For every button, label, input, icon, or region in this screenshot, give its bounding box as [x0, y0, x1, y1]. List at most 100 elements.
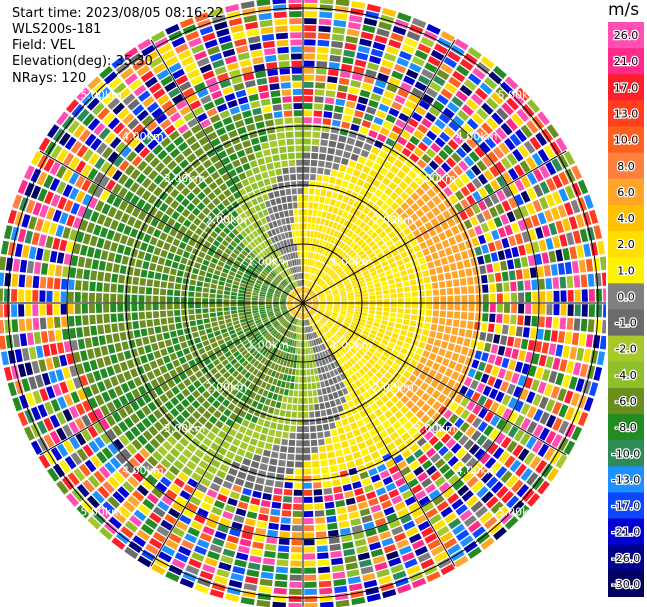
range-gate	[252, 312, 260, 316]
range-gate	[84, 258, 93, 269]
range-gate	[375, 487, 387, 496]
range-gate	[388, 321, 395, 327]
range-gate	[358, 368, 366, 376]
range-gate	[258, 300, 265, 303]
range-gate	[310, 293, 316, 298]
range-gate	[216, 568, 230, 578]
range-gate	[338, 285, 345, 290]
range-gate	[382, 177, 391, 186]
range-gate	[436, 500, 449, 512]
range-gate	[271, 501, 282, 509]
range-gate	[398, 264, 406, 271]
range-gate	[243, 327, 250, 333]
range-gate	[359, 377, 367, 385]
range-gate	[286, 315, 292, 320]
range-gate	[294, 299, 301, 303]
range-gate	[130, 400, 140, 412]
range-gate	[409, 181, 419, 191]
range-gate	[179, 514, 192, 525]
range-gate	[367, 62, 380, 71]
range-gate	[332, 222, 338, 229]
range-gate	[146, 319, 154, 327]
range-gate	[239, 283, 247, 288]
range-gate	[309, 310, 314, 316]
range-gate	[355, 494, 367, 503]
range-gate	[149, 438, 161, 449]
range-gate	[249, 324, 257, 330]
range-gate	[390, 448, 400, 458]
range-gate	[319, 308, 325, 312]
range-gate	[261, 142, 270, 150]
range-gate	[506, 336, 515, 347]
range-gate	[307, 259, 310, 266]
range-gate	[282, 344, 287, 351]
range-gate	[326, 386, 332, 394]
range-gate	[283, 489, 293, 496]
range-gate	[300, 320, 302, 326]
range-gate	[74, 304, 81, 314]
range-gate	[352, 254, 360, 261]
range-gate	[175, 365, 184, 375]
range-gate	[306, 333, 309, 340]
range-gate	[157, 94, 170, 106]
range-gate	[202, 526, 215, 536]
range-gate	[477, 173, 488, 185]
range-gate	[479, 141, 491, 154]
range-gate	[265, 301, 272, 303]
range-gate	[491, 229, 500, 240]
range-gate	[150, 217, 160, 228]
range-gate	[316, 68, 327, 75]
range-gate	[452, 134, 464, 145]
range-gate	[507, 425, 519, 438]
range-gate	[151, 487, 164, 499]
range-gate	[313, 202, 319, 210]
range-gate	[216, 493, 228, 503]
range-gate	[510, 314, 517, 325]
range-gate	[431, 206, 441, 216]
range-gate	[330, 236, 336, 244]
range-gate	[268, 273, 275, 279]
range-gate	[346, 312, 354, 316]
range-gate	[227, 403, 236, 411]
range-gate	[353, 66, 365, 75]
range-gate	[407, 331, 414, 338]
range-gate	[341, 440, 349, 449]
range-gate	[233, 320, 240, 326]
range-gate	[149, 335, 157, 344]
range-gate	[474, 448, 486, 460]
range-gate	[303, 265, 305, 272]
range-gate	[188, 297, 194, 303]
range-gate	[376, 295, 383, 299]
range-gate	[357, 260, 364, 267]
range-gate	[94, 394, 105, 406]
range-gate	[138, 286, 146, 294]
range-gate	[413, 448, 424, 459]
range-gate	[433, 296, 440, 303]
range-gate	[235, 245, 243, 252]
range-gate	[335, 200, 342, 208]
range-gate	[472, 67, 486, 80]
range-gate	[139, 320, 147, 328]
range-gate	[397, 88, 409, 99]
range-gate	[44, 401, 54, 415]
range-gate	[108, 516, 122, 530]
range-gate	[500, 470, 513, 484]
range-gate	[153, 198, 163, 209]
range-gate	[137, 385, 147, 396]
range-gate	[454, 344, 462, 354]
range-gate	[124, 417, 134, 429]
range-gate	[271, 183, 279, 191]
range-gate	[310, 292, 316, 297]
range-gate	[202, 298, 209, 303]
range-gate	[466, 413, 477, 424]
range-gate	[539, 427, 550, 441]
range-gate	[347, 415, 355, 424]
range-gate	[488, 521, 503, 535]
range-gate	[177, 472, 189, 482]
range-gate	[251, 182, 259, 191]
range-gate	[136, 64, 150, 77]
range-gate	[303, 166, 310, 173]
range-gate	[526, 187, 537, 200]
range-gate	[304, 296, 309, 301]
range-gate	[270, 422, 277, 430]
